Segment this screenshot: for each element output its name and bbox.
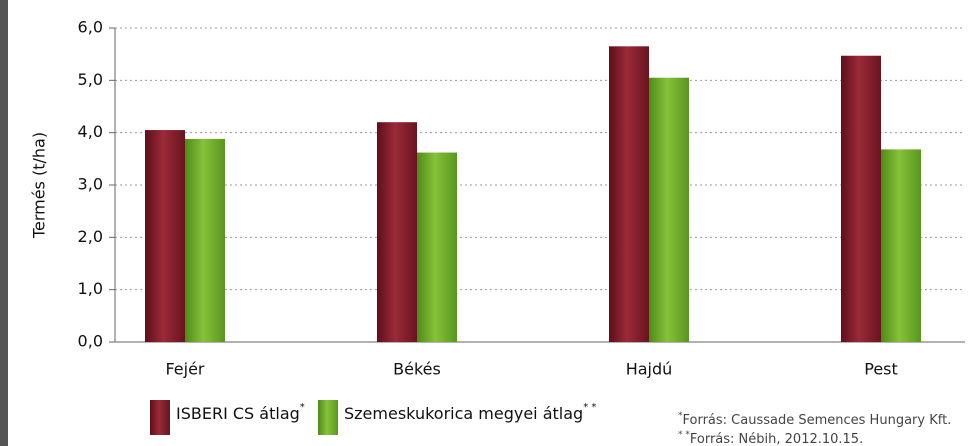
footnote: *Forrás: Caussade Semences Hungary Kft.	[678, 411, 951, 428]
footnote-mark: *	[678, 411, 683, 421]
legend-label: ISBERI CS átlag*	[176, 402, 305, 423]
legend-swatch	[150, 400, 170, 435]
x-tick-label: Pest	[864, 360, 898, 379]
legend-label: Szemeskukorica megyei átlag* *	[344, 402, 596, 423]
legend-note: *	[300, 402, 305, 413]
bar	[881, 149, 921, 342]
x-tick-label: Fejér	[165, 360, 204, 379]
x-tick-label: Békés	[393, 360, 441, 379]
y-tick-label: 3,0	[78, 175, 103, 194]
bar	[417, 152, 457, 342]
bar	[377, 122, 417, 342]
bar	[649, 77, 689, 342]
bar	[185, 138, 225, 342]
legend-swatch	[318, 400, 338, 435]
bar	[145, 130, 185, 342]
footnote-mark: * *	[678, 430, 690, 440]
y-tick-label: 0,0	[78, 332, 103, 351]
footnote-text: Forrás: Caussade Semences Hungary Kft.	[683, 413, 952, 428]
bar	[609, 46, 649, 343]
x-tick-label: Hajdú	[626, 360, 673, 379]
legend-name: Szemeskukorica megyei átlag	[344, 404, 583, 423]
footnote-text: Forrás: Nébih, 2012.10.15.	[690, 432, 863, 446]
legend-name: ISBERI CS átlag	[176, 404, 300, 423]
footnote: * *Forrás: Nébih, 2012.10.15.	[678, 430, 863, 446]
legend-note: * *	[583, 402, 596, 413]
bar	[841, 55, 881, 343]
side-strip	[0, 0, 8, 446]
y-tick-label: 1,0	[78, 279, 103, 298]
y-axis-label: Termés (t/ha)	[30, 132, 49, 239]
y-tick-label: 4,0	[78, 122, 103, 141]
y-tick-label: 5,0	[78, 70, 103, 89]
y-tick-label: 6,0	[78, 18, 103, 37]
y-tick-label: 2,0	[78, 227, 103, 246]
